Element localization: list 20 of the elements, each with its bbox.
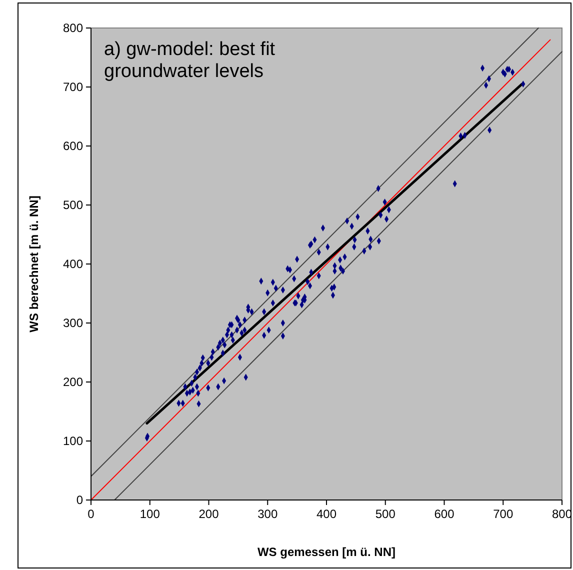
y-axis-title: WS berechnet [m ü. NN] [27,196,41,332]
x-tick-label: 400 [316,507,337,521]
x-tick-label: 300 [258,507,278,521]
y-tick-label: 700 [62,80,84,94]
y-tick-label: 0 [76,493,84,507]
x-tick-label: 0 [88,507,95,521]
x-tick-label: 100 [140,507,160,521]
y-tick-label: 200 [62,375,84,389]
y-tick-label: 800 [62,21,84,35]
y-tick-label: 600 [62,139,84,153]
y-tick-label: 500 [62,198,84,212]
x-tick-label: 600 [434,507,455,521]
x-tick-label: 200 [198,507,220,521]
x-axis-title: WS gemessen [m ü. NN] [257,545,396,559]
y-tick-label: 300 [62,316,84,330]
y-tick-label: 100 [62,434,84,448]
x-tick-label: 700 [493,507,514,521]
text: a) gw-model: best fit groundwater levels [104,39,276,82]
y-tick-label: 400 [62,257,84,271]
x-tick-label: 500 [375,507,396,521]
